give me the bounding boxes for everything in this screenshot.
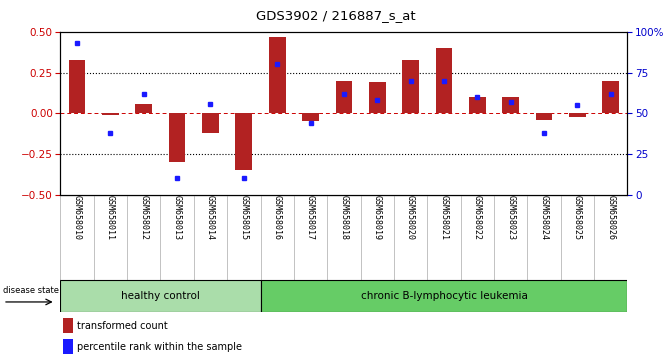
Bar (63, 339, 73, 354)
Text: healthy control: healthy control (121, 291, 200, 301)
Text: GSM658014: GSM658014 (206, 195, 215, 240)
Bar (169, 113, 185, 162)
Text: GSM658013: GSM658013 (172, 195, 182, 240)
Text: GSM658012: GSM658012 (140, 195, 148, 240)
Text: GSM658018: GSM658018 (340, 195, 348, 240)
Text: GSM658022: GSM658022 (473, 195, 482, 240)
Bar (102, 113, 119, 115)
Text: percentile rank within the sample: percentile rank within the sample (77, 342, 242, 352)
Text: GSM658011: GSM658011 (106, 195, 115, 240)
Bar (469, 97, 486, 113)
Bar (236, 113, 252, 170)
Bar (136, 103, 152, 113)
Bar (260, 280, 627, 312)
Bar (269, 37, 286, 113)
Bar (503, 97, 519, 113)
Text: chronic B-lymphocytic leukemia: chronic B-lymphocytic leukemia (360, 291, 527, 301)
Bar (569, 113, 586, 116)
Text: disease state: disease state (3, 286, 59, 295)
Text: GSM658024: GSM658024 (539, 195, 548, 240)
Text: GSM658021: GSM658021 (440, 195, 448, 240)
Bar (68, 59, 85, 113)
Text: GSM658015: GSM658015 (240, 195, 248, 240)
Text: GSM658020: GSM658020 (406, 195, 415, 240)
Bar (302, 113, 319, 121)
Text: GSM658023: GSM658023 (506, 195, 515, 240)
Bar (435, 48, 452, 113)
Bar (369, 82, 386, 113)
Text: GSM658017: GSM658017 (306, 195, 315, 240)
Text: GSM658026: GSM658026 (606, 195, 615, 240)
Bar (535, 113, 552, 120)
Bar (402, 59, 419, 113)
Bar (60, 280, 260, 312)
Text: transformed count: transformed count (77, 321, 168, 331)
Text: GSM658025: GSM658025 (573, 195, 582, 240)
Bar (603, 81, 619, 113)
Bar (202, 113, 219, 133)
Text: GSM658019: GSM658019 (372, 195, 382, 240)
Text: GSM658010: GSM658010 (72, 195, 82, 240)
Bar (63, 318, 73, 333)
Text: GDS3902 / 216887_s_at: GDS3902 / 216887_s_at (256, 9, 415, 22)
Bar (336, 81, 352, 113)
Text: GSM658016: GSM658016 (272, 195, 282, 240)
